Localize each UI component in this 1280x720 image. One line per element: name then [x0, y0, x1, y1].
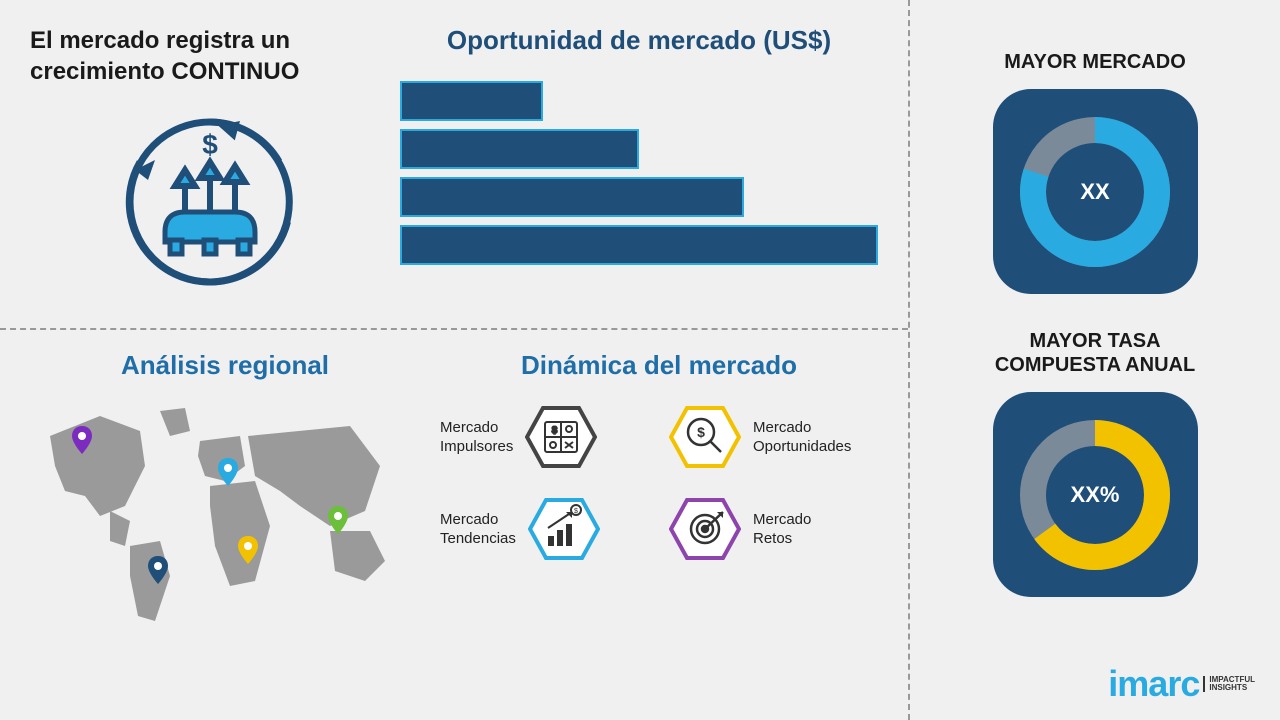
map-pin-icon [72, 426, 92, 454]
hexagon-icon [669, 498, 741, 560]
opportunity-title: Oportunidad de mercado (US$) [400, 25, 878, 56]
dynamics-label: MercadoTendencias [440, 510, 516, 549]
largest-market-title: MAYOR MERCADO [1004, 50, 1186, 74]
svg-text:$: $ [697, 424, 705, 440]
world-map [30, 396, 410, 636]
top-section: El mercado registra un crecimiento CONTI… [0, 0, 908, 330]
cagr-value: XX% [1071, 482, 1120, 508]
svg-text:$: $ [202, 129, 218, 160]
growth-icon: $ [30, 102, 390, 302]
dynamics-item: $ MercadoTendencias [440, 498, 649, 560]
dynamics-block: Dinámica del mercado $ MercadoImpulsores… [420, 350, 878, 690]
svg-text:$: $ [552, 425, 557, 435]
dynamics-label: MercadoRetos [753, 510, 811, 549]
main-container: El mercado registra un crecimiento CONTI… [0, 0, 1280, 720]
dynamics-grid: $ MercadoImpulsores $ MercadoOportunidad… [440, 406, 878, 560]
svg-text:$: $ [574, 508, 578, 515]
cagr-title-line2: COMPUESTA ANUAL [995, 354, 1195, 376]
dynamics-label: MercadoImpulsores [440, 418, 513, 457]
regional-title: Análisis regional [30, 350, 420, 381]
growth-title: El mercado registra un crecimiento CONTI… [30, 25, 390, 87]
logo-brand: imarc [1108, 663, 1199, 705]
cagr-title: MAYOR TASA COMPUESTA ANUAL [995, 329, 1195, 377]
hexagon-icon: $ [528, 498, 600, 560]
cagr-title-line1: MAYOR TASA [1029, 330, 1160, 352]
opportunity-bar [400, 225, 878, 265]
logo-tagline: IMPACTFUL INSIGHTS [1203, 676, 1255, 692]
hexagon-icon: $ [525, 406, 597, 468]
growth-block: El mercado registra un crecimiento CONTI… [30, 25, 390, 308]
map-pin-icon [148, 556, 168, 584]
map-pin-icon [238, 536, 258, 564]
dynamics-label: MercadoOportunidades [753, 418, 851, 457]
opportunity-block: Oportunidad de mercado (US$) [390, 25, 878, 308]
map-pin-icon [328, 506, 348, 534]
hexagon-icon: $ [669, 406, 741, 468]
growth-title-line1: El mercado registra un [30, 27, 290, 54]
largest-market-card: XX [993, 89, 1198, 294]
largest-market-value: XX [1080, 179, 1109, 205]
opportunity-bar [400, 129, 639, 169]
opportunity-bar [400, 81, 543, 121]
logo: imarc IMPACTFUL INSIGHTS [1108, 663, 1255, 705]
dynamics-item: $ MercadoOportunidades [669, 406, 878, 468]
dynamics-title: Dinámica del mercado [440, 350, 878, 381]
opportunity-bars [400, 81, 878, 265]
right-column: MAYOR MERCADO XX MAYOR TASA COMPUESTA AN… [910, 0, 1280, 720]
map-pin-icon [218, 458, 238, 486]
dynamics-item: MercadoRetos [669, 498, 878, 560]
left-column: El mercado registra un crecimiento CONTI… [0, 0, 910, 720]
bottom-section: Análisis regional [0, 330, 908, 710]
dynamics-item: $ MercadoImpulsores [440, 406, 649, 468]
cagr-card: XX% [993, 392, 1198, 597]
regional-block: Análisis regional [30, 350, 420, 690]
opportunity-bar [400, 177, 744, 217]
growth-title-line2: crecimiento CONTINUO [30, 58, 299, 85]
